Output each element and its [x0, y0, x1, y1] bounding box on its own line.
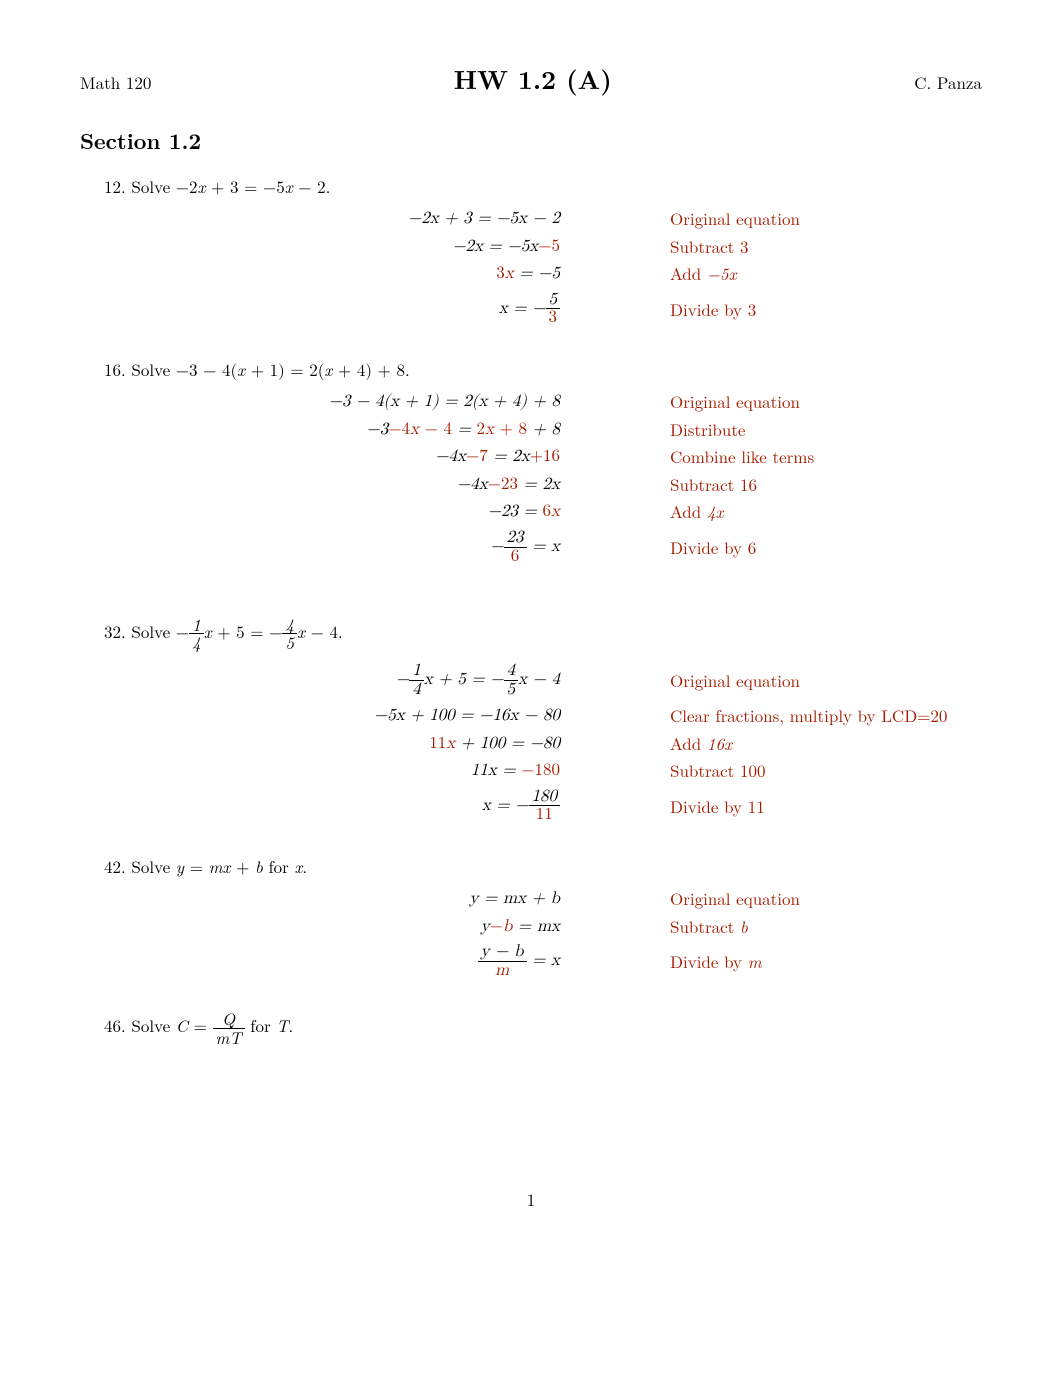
problem: 12. Solve −2x + 3 = −5x − 2. [104, 174, 982, 198]
step-row: 3x = −5Add −5x [80, 261, 982, 287]
step-row: −2x + 3 = −5x − 2Original equation [80, 206, 982, 232]
problem-prompt-prefix: Solve [131, 357, 175, 381]
step-row: −4x−7 = 2x+16Combine like terms [80, 444, 982, 470]
problems-container: 12. Solve −2x + 3 = −5x − 2.−2x + 3 = −5… [80, 174, 982, 1047]
course-label: Math 120 [80, 70, 151, 94]
step-explanation: Add 16x [670, 731, 982, 757]
step-explanation: Original equation [670, 886, 982, 912]
solution-steps: y = mx + bOriginal equationy−b = mxSubtr… [80, 886, 982, 982]
solution-steps: −2x + 3 = −5x − 2Original equation−2x = … [80, 206, 982, 329]
step-row: y = mx + bOriginal equation [80, 886, 982, 912]
problem-number: 46. [104, 1013, 131, 1037]
step-explanation: Add 4x [670, 499, 982, 525]
problem: 16. Solve −3 − 4(x + 1) = 2(x + 4) + 8. [104, 357, 982, 381]
step-row: 11x + 100 = −80Add 16x [80, 731, 982, 757]
step-row: −2x = −5x−5Subtract 3 [80, 234, 982, 260]
problem: 32. Solve −14x + 5 = −45x − 4. [104, 616, 982, 653]
step-row: x = −18011Divide by 11 [80, 786, 982, 827]
problem-prompt-math: −14x + 5 = −45x − 4. [176, 619, 343, 643]
step-row: −4x−23 = 2xSubtract 16 [80, 472, 982, 498]
problem-number: 12. [104, 174, 131, 198]
step-explanation: Subtract 16 [670, 472, 982, 498]
step-equation: −236 = x [80, 527, 670, 568]
step-explanation: Divide by m [670, 941, 982, 982]
author-label: C. Panza [914, 70, 982, 94]
step-explanation: Subtract b [670, 914, 982, 940]
problem-prompt-math: −2x + 3 = −5x − 2. [176, 174, 331, 198]
problem-number: 42. [104, 854, 131, 878]
step-explanation: Original equation [670, 389, 982, 415]
problem-prompt-math: C = QmT for T. [176, 1013, 293, 1037]
problem-prompt-math: y = mx + b for x. [176, 854, 307, 878]
step-row: x = −53Divide by 3 [80, 289, 982, 330]
problem-prompt-math: −3 − 4(x + 1) = 2(x + 4) + 8. [176, 357, 410, 381]
step-equation: −23 = 6x [80, 499, 670, 525]
step-row: 11x = −180Subtract 100 [80, 758, 982, 784]
problem: 42. Solve y = mx + b for x. [104, 854, 982, 878]
step-equation: −4x−7 = 2x+16 [80, 444, 670, 470]
step-explanation: Combine like terms [670, 444, 982, 470]
page-header: Math 120 HW 1.2 (A) C. Panza [80, 60, 982, 97]
step-row: −23 = 6xAdd 4x [80, 499, 982, 525]
step-equation: −3−4x − 4 = 2x + 8 + 8 [80, 417, 670, 443]
step-row: y−b = mxSubtract b [80, 914, 982, 940]
problem: 46. Solve C = QmT for T. [104, 1010, 982, 1047]
step-explanation: Original equation [670, 660, 982, 701]
step-explanation: Divide by 3 [670, 289, 982, 330]
step-equation: 11x + 100 = −80 [80, 731, 670, 757]
assignment-title: HW 1.2 (A) [454, 60, 612, 97]
step-equation: 3x = −5 [80, 261, 670, 287]
step-equation: −4x−23 = 2x [80, 472, 670, 498]
step-explanation: Subtract 100 [670, 758, 982, 784]
step-equation: −2x + 3 = −5x − 2 [80, 206, 670, 232]
solution-steps: −14x + 5 = −45x − 4Original equation−5x … [80, 660, 982, 826]
step-equation: x = −53 [80, 289, 670, 330]
step-row: −5x + 100 = −16x − 80Clear fractions, mu… [80, 703, 982, 729]
step-explanation: Original equation [670, 206, 982, 232]
step-explanation: Clear fractions, multiply by LCD=20 [670, 703, 982, 729]
step-row: y − bm = xDivide by m [80, 941, 982, 982]
step-equation: −14x + 5 = −45x − 4 [80, 660, 670, 701]
problem-prompt-prefix: Solve [131, 854, 175, 878]
section-title: Section 1.2 [80, 125, 982, 156]
step-row: −3 − 4(x + 1) = 2(x + 4) + 8Original equ… [80, 389, 982, 415]
problem-prompt-prefix: Solve [131, 619, 175, 643]
step-equation: x = −18011 [80, 786, 670, 827]
step-equation: −2x = −5x−5 [80, 234, 670, 260]
problem-number: 16. [104, 357, 131, 381]
page-number: 1 [80, 1187, 982, 1211]
solution-steps: −3 − 4(x + 1) = 2(x + 4) + 8Original equ… [80, 389, 982, 567]
step-explanation: Add −5x [670, 261, 982, 287]
problem-prompt-prefix: Solve [131, 1013, 175, 1037]
step-row: −3−4x − 4 = 2x + 8 + 8Distribute [80, 417, 982, 443]
step-explanation: Divide by 11 [670, 786, 982, 827]
step-equation: −5x + 100 = −16x − 80 [80, 703, 670, 729]
step-row: −236 = xDivide by 6 [80, 527, 982, 568]
step-explanation: Divide by 6 [670, 527, 982, 568]
step-explanation: Subtract 3 [670, 234, 982, 260]
step-equation: −3 − 4(x + 1) = 2(x + 4) + 8 [80, 389, 670, 415]
step-row: −14x + 5 = −45x − 4Original equation [80, 660, 982, 701]
step-explanation: Distribute [670, 417, 982, 443]
step-equation: 11x = −180 [80, 758, 670, 784]
problem-number: 32. [104, 619, 131, 643]
step-equation: y = mx + b [80, 886, 670, 912]
problem-prompt-prefix: Solve [131, 174, 175, 198]
step-equation: y − bm = x [80, 941, 670, 982]
step-equation: y−b = mx [80, 914, 670, 940]
